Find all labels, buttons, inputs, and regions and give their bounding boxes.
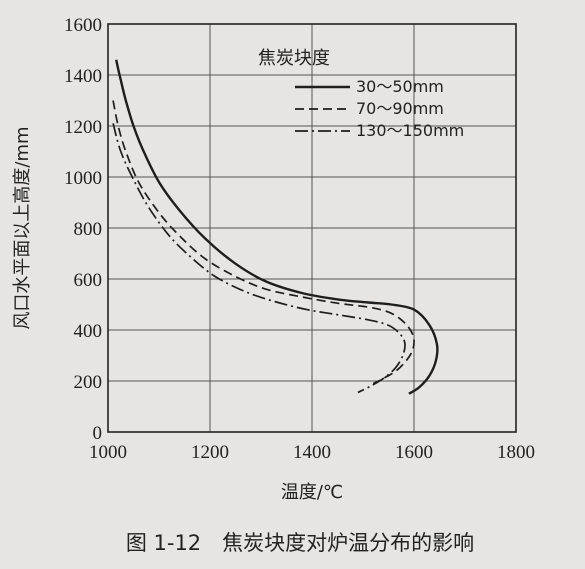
- figure-caption: 图 1-12 焦炭块度对炉温分布的影响: [125, 531, 475, 555]
- y-tick-label: 0: [93, 423, 103, 444]
- series-line-3: [112, 123, 406, 394]
- legend-label-3: 130～150mm: [356, 121, 464, 140]
- legend-label-2: 70～90mm: [356, 99, 444, 118]
- legend: 焦炭块度 30～50mm 70～90mm 130～150mm: [258, 48, 464, 140]
- x-tick-label: 1000: [89, 442, 127, 463]
- y-tick-label: 200: [74, 372, 103, 393]
- legend-label-1: 30～50mm: [356, 77, 444, 96]
- legend-title: 焦炭块度: [258, 48, 330, 69]
- y-axis-title: 风口水平面以上高度/mm: [12, 126, 33, 329]
- series-line-1: [115, 59, 439, 395]
- grid: [107, 23, 517, 433]
- x-tick-label: 1200: [191, 442, 229, 463]
- y-tick-label: 1200: [64, 117, 102, 138]
- y-tick-label: 1400: [64, 66, 102, 87]
- series-line-2: [112, 100, 415, 385]
- x-tick-label: 1800: [497, 442, 535, 463]
- plot-frame: [107, 23, 517, 433]
- y-tick-label: 800: [74, 219, 103, 240]
- y-tick-label: 400: [74, 321, 103, 342]
- tick-labels: 1000 1200 1400 1600 1800 0 200 400 600 800 1000 120…: [64, 15, 535, 463]
- series-layer: [112, 59, 439, 395]
- y-tick-label: 1600: [64, 15, 102, 36]
- x-tick-label: 1600: [395, 442, 433, 463]
- y-tick-label: 600: [74, 270, 103, 291]
- y-tick-label: 1000: [64, 168, 102, 189]
- chart: 1000 1200 1400 1600 1800 0 200 400 600 800 1000 120…: [12, 15, 535, 503]
- x-tick-label: 1400: [293, 442, 331, 463]
- x-axis-title: 温度/℃: [281, 482, 343, 503]
